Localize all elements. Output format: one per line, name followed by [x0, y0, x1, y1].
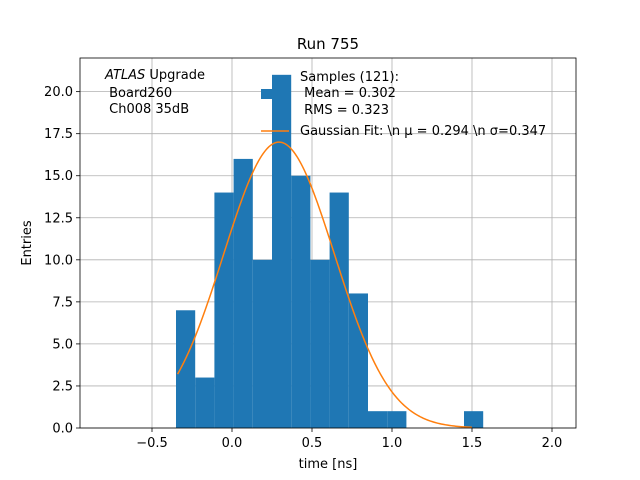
- legend: Samples (121): Mean = 0.302 RMS = 0.323 …: [261, 70, 546, 139]
- y-tick-label: 10.0: [44, 253, 73, 268]
- y-axis-label: Entries: [20, 220, 35, 266]
- histogram-bar: [310, 259, 330, 428]
- annotation-line-1: ATLAS Upgrade: [104, 68, 205, 83]
- y-tick-label: 20.0: [44, 85, 73, 100]
- histogram-bar: [176, 310, 196, 428]
- plot-area: −0.5 0.0 0.5 1.0 1.5 2.0 0.0 2.5 5.0 7.5 10.0 12.5…: [44, 57, 577, 451]
- y-tick-label: 17.5: [44, 127, 73, 142]
- histogram-bar: [464, 411, 484, 428]
- chart-title: Run 755: [297, 35, 359, 53]
- x-tick-label: 2.0: [542, 436, 563, 451]
- x-axis-label: time [ns]: [299, 457, 358, 472]
- x-axis-ticks: −0.5 0.0 0.5 1.0 1.5 2.0: [136, 428, 562, 451]
- legend-samples-line-3: RMS = 0.323: [300, 103, 389, 118]
- histogram-bar: [252, 259, 272, 428]
- x-tick-label: −0.5: [136, 436, 168, 451]
- legend-samples-line-2: Mean = 0.302: [300, 86, 396, 101]
- annotation-line-2: Board260: [105, 86, 172, 101]
- histogram-bar: [368, 411, 388, 428]
- histogram-bar: [272, 74, 292, 429]
- y-tick-label: 0.0: [52, 422, 73, 437]
- y-tick-label: 5.0: [52, 337, 73, 352]
- y-tick-label: 12.5: [44, 211, 73, 226]
- gaussian-fit-curve: [176, 141, 473, 429]
- atlas-annotation: ATLAS Upgrade Board260 Ch008 35dB: [104, 68, 205, 117]
- y-axis-ticks: 0.0 2.5 5.0 7.5 10.0 12.5 15.0 17.5 20.0: [44, 85, 80, 437]
- annotation-upgrade: Upgrade: [145, 68, 205, 83]
- histogram-bar: [329, 192, 349, 428]
- x-tick-label: 1.0: [382, 436, 403, 451]
- legend-samples-line-1: Samples (121):: [300, 70, 399, 85]
- axes-frame: [79, 57, 577, 429]
- legend-fit-label: Gaussian Fit: \n μ = 0.294 \n σ=0.347: [300, 124, 546, 139]
- annotation-atlas: ATLAS: [104, 68, 145, 83]
- legend-samples-swatch: [261, 89, 289, 99]
- histogram-bar: [195, 377, 215, 428]
- histogram-bar: [387, 411, 407, 428]
- histogram-bar: [348, 293, 368, 428]
- x-tick-label: 0.5: [302, 436, 323, 451]
- histogram-bar: [233, 158, 253, 428]
- histogram-bar: [291, 175, 311, 428]
- histogram-bars: [176, 74, 484, 429]
- y-tick-label: 7.5: [52, 295, 73, 310]
- y-tick-label: 15.0: [44, 169, 73, 184]
- y-tick-label: 2.5: [52, 379, 73, 394]
- x-tick-label: 0.0: [222, 436, 243, 451]
- x-tick-label: 1.5: [462, 436, 483, 451]
- histogram-bar: [214, 192, 234, 428]
- annotation-line-3: Ch008 35dB: [105, 102, 189, 117]
